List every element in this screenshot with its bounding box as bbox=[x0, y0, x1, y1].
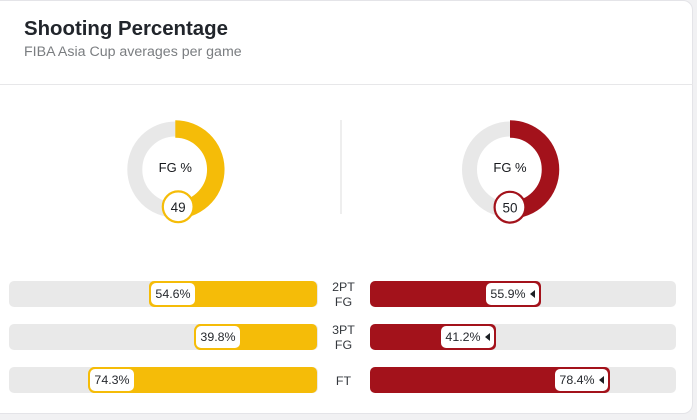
svg-text:FG %: FG % bbox=[159, 160, 193, 175]
svg-text:50: 50 bbox=[502, 200, 517, 215]
svg-text:49: 49 bbox=[171, 200, 186, 215]
svg-text:FG %: FG % bbox=[493, 160, 527, 175]
